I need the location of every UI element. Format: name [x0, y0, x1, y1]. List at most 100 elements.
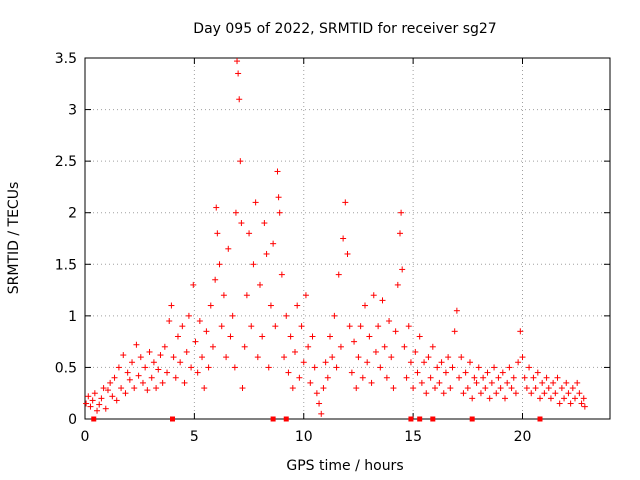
data-point: [327, 333, 333, 340]
data-point: [150, 359, 157, 366]
data-point: [96, 401, 103, 408]
zero-marker: [430, 416, 436, 422]
data-point: [133, 341, 140, 348]
data-point: [220, 292, 227, 299]
data-point: [205, 364, 212, 371]
data-point: [580, 395, 587, 402]
data-point: [495, 374, 502, 381]
zero-marker: [537, 416, 543, 422]
data-point: [227, 333, 234, 340]
data-point: [510, 374, 517, 381]
data-point: [212, 276, 219, 283]
data-point: [355, 354, 362, 361]
y-axis-label: SRMTID / TECUs: [6, 182, 22, 295]
y-tick-label: 2: [68, 206, 77, 222]
data-point: [381, 343, 388, 350]
data-point: [383, 374, 390, 381]
data-point: [581, 403, 588, 410]
data-point: [218, 323, 225, 330]
data-point: [458, 354, 465, 361]
plot-area-frame: [84, 57, 611, 420]
data-point: [183, 348, 190, 355]
data-point: [432, 385, 438, 392]
data-point: [508, 385, 515, 392]
data-point: [576, 390, 583, 397]
data-point: [442, 369, 449, 376]
data-point: [434, 364, 441, 371]
data-point: [342, 199, 349, 206]
data-point: [190, 281, 197, 288]
data-point: [320, 385, 327, 392]
data-point: [91, 390, 98, 397]
data-point: [346, 323, 353, 330]
y-tick-label: 2.5: [55, 154, 77, 170]
data-point: [305, 343, 312, 350]
data-point: [578, 400, 585, 407]
data-point: [335, 271, 342, 278]
data-point: [499, 369, 506, 376]
data-point: [429, 343, 436, 350]
data-point: [482, 385, 489, 392]
data-point: [357, 323, 364, 330]
data-point: [199, 354, 206, 361]
data-point: [390, 385, 397, 392]
data-point: [115, 364, 122, 371]
data-point: [294, 302, 301, 309]
data-point: [484, 369, 491, 376]
data-point: [107, 379, 114, 386]
data-point: [460, 390, 467, 397]
data-point: [98, 395, 105, 402]
data-point: [126, 376, 133, 383]
data-point: [153, 385, 160, 392]
data-point: [232, 209, 239, 216]
data-point: [416, 333, 423, 340]
data-point: [316, 400, 323, 407]
data-point: [375, 323, 382, 330]
data-point: [512, 390, 519, 397]
data-point: [464, 385, 471, 392]
data-point: [252, 199, 259, 206]
data-point: [552, 390, 559, 397]
data-point: [216, 261, 223, 268]
data-point: [159, 379, 166, 386]
zero-marker: [170, 416, 175, 422]
data-point: [181, 379, 188, 386]
data-point: [170, 354, 177, 361]
data-point: [100, 385, 107, 392]
data-point: [563, 379, 570, 386]
data-point: [298, 323, 305, 330]
data-point: [398, 209, 405, 216]
data-point: [368, 379, 375, 386]
data-point: [561, 395, 568, 402]
data-point: [118, 385, 125, 392]
data-point: [447, 385, 454, 392]
data-point: [425, 354, 432, 361]
data-point: [574, 379, 581, 386]
data-point: [377, 364, 384, 371]
data-point: [517, 328, 524, 335]
data-point: [329, 354, 336, 361]
data-point: [102, 405, 109, 412]
data-point: [480, 374, 487, 381]
data-point: [311, 364, 318, 371]
data-point: [164, 369, 171, 376]
data-point: [270, 240, 277, 247]
data-point: [386, 318, 393, 325]
data-point: [410, 385, 417, 392]
data-point: [506, 364, 513, 371]
data-point: [194, 369, 201, 376]
data-point: [231, 364, 238, 371]
data-point: [497, 385, 504, 392]
data-point: [237, 158, 244, 165]
data-point: [172, 374, 179, 381]
data-point: [201, 385, 208, 392]
data-point: [307, 379, 314, 386]
data-point: [556, 400, 563, 407]
data-point: [135, 372, 142, 379]
data-point: [401, 343, 408, 350]
data-point: [467, 359, 473, 366]
data-point: [366, 333, 373, 340]
data-point: [515, 359, 522, 366]
data-point: [131, 385, 138, 392]
data-point: [493, 390, 500, 397]
